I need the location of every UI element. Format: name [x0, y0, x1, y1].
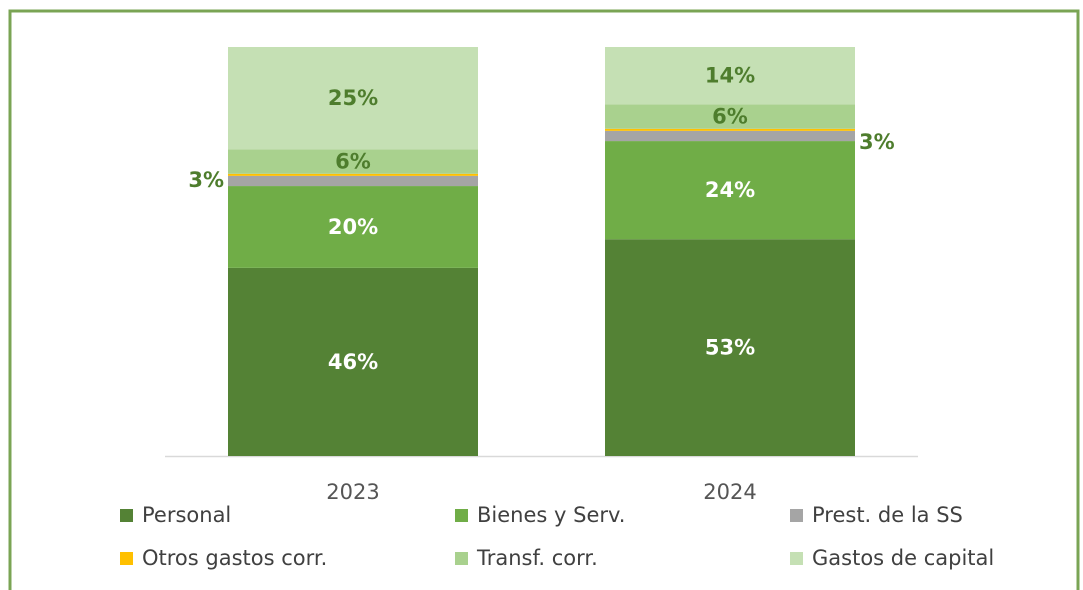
x-tick-label: 2024	[703, 480, 756, 504]
value-label: 53%	[705, 336, 755, 360]
legend-swatch	[790, 552, 803, 565]
value-label: 3%	[859, 130, 895, 154]
bar-segment	[228, 267, 478, 456]
value-label: 6%	[335, 150, 371, 174]
bar-segment	[605, 141, 855, 240]
bar-segment	[228, 175, 478, 187]
value-label: 6%	[712, 105, 748, 129]
bar-segment	[605, 47, 855, 105]
value-label: 25%	[328, 86, 378, 110]
legend-swatch	[455, 552, 468, 565]
bar-segment	[605, 128, 855, 131]
legend-swatch	[120, 509, 133, 522]
legend-swatch	[455, 509, 468, 522]
bar-segment	[228, 47, 478, 150]
frame	[8, 9, 1080, 590]
legend-label: Prest. de la SS	[812, 503, 963, 527]
legend-label: Personal	[142, 503, 231, 527]
legend-label: Bienes y Serv.	[477, 503, 625, 527]
bar-segment	[605, 239, 855, 456]
value-label: 14%	[705, 64, 755, 88]
bar-segment	[605, 130, 855, 142]
value-label: 3%	[188, 168, 224, 192]
value-label: 24%	[705, 178, 755, 202]
value-label: 46%	[328, 350, 378, 374]
legend-swatch	[120, 552, 133, 565]
legend-label: Gastos de capital	[812, 546, 994, 570]
bar-segment	[605, 104, 855, 129]
bar-segment	[228, 149, 478, 174]
bar-segment	[228, 173, 478, 176]
legend-swatch	[790, 509, 803, 522]
x-tick-label: 2023	[326, 480, 379, 504]
value-label: 20%	[328, 215, 378, 239]
legend-label: Otros gastos corr.	[142, 546, 327, 570]
legend-label: Transf. corr.	[476, 546, 598, 570]
bar-segment	[228, 186, 478, 268]
